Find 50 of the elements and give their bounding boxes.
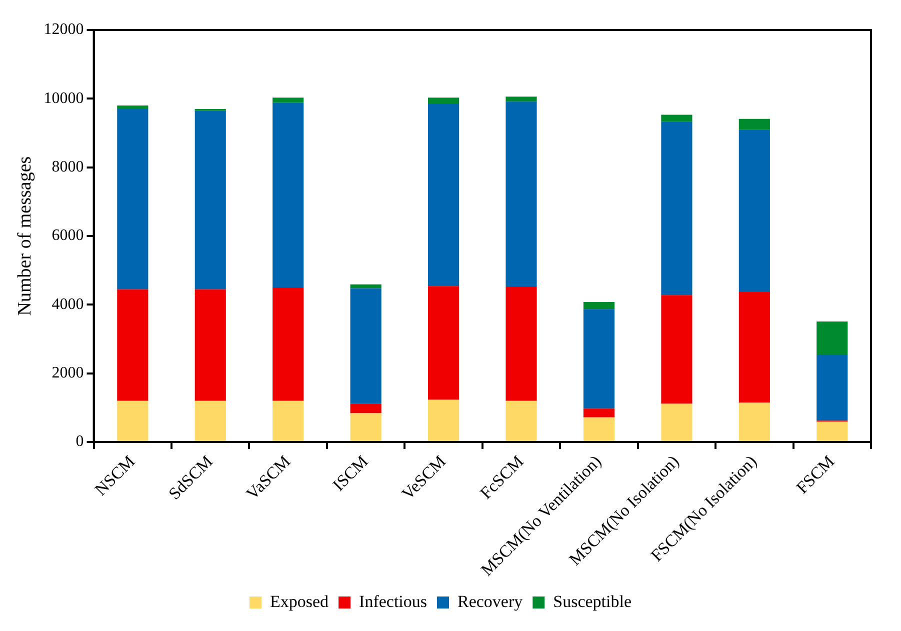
bar [117, 108, 148, 290]
bar [272, 98, 304, 103]
bar [738, 130, 770, 292]
bar [506, 96, 537, 102]
bar [272, 400, 304, 442]
y-tick-label: 10000 [44, 90, 84, 107]
bar [661, 114, 692, 122]
bar [272, 288, 304, 401]
bar [738, 118, 770, 130]
legend-label: Recovery [458, 592, 524, 611]
y-tick-label: 6000 [52, 227, 84, 244]
bar [194, 400, 226, 442]
bar [272, 102, 304, 288]
y-tick-label: 8000 [52, 158, 84, 176]
bar [661, 404, 692, 442]
y-tick-label: 12000 [44, 21, 84, 38]
bar [350, 413, 382, 442]
bar [661, 295, 692, 404]
y-axis-title: Number of messages [14, 156, 36, 316]
y-tick-label: 4000 [52, 296, 84, 313]
bar [194, 289, 226, 401]
bar [738, 402, 770, 442]
legend-label: Infectious [359, 592, 428, 611]
bar [428, 98, 460, 104]
bar [117, 400, 148, 442]
y-tick-label: 0 [76, 433, 84, 450]
bar [350, 404, 382, 414]
bar [506, 286, 537, 401]
bar [194, 110, 226, 290]
bar [428, 103, 460, 286]
bar [661, 122, 692, 296]
bar [117, 289, 148, 401]
bar [506, 101, 537, 286]
legend-label: Exposed [270, 592, 330, 611]
bar [428, 286, 460, 400]
bar [816, 421, 848, 442]
bar [738, 292, 770, 403]
bar [428, 400, 460, 442]
bar [816, 354, 848, 420]
bar [350, 284, 382, 288]
bar [583, 408, 615, 418]
legend-label: Susceptible [553, 592, 632, 611]
bar [506, 400, 537, 442]
bar [117, 106, 148, 109]
bar [583, 309, 615, 408]
bar [816, 322, 848, 354]
bar [583, 417, 615, 442]
y-tick-label: 2000 [52, 364, 84, 382]
bar [350, 288, 382, 404]
bar [583, 302, 615, 310]
